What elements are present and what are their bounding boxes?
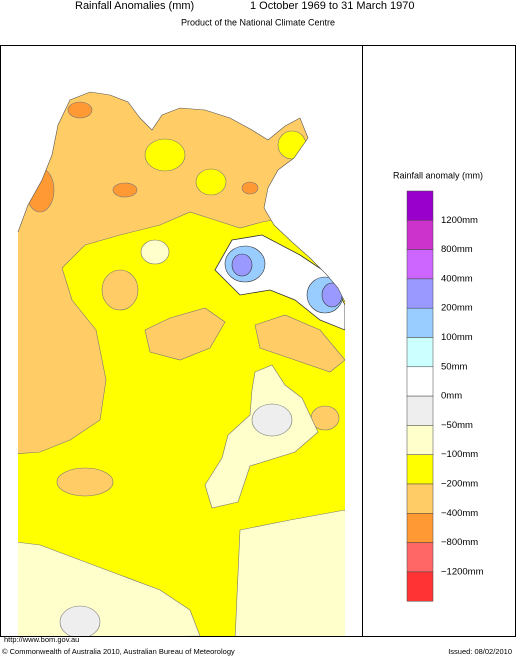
url: http://www.bom.gov.au — [4, 635, 79, 644]
legend-label: 50mm — [441, 361, 467, 372]
legend-swatch — [406, 366, 434, 397]
legend-swatch — [406, 395, 434, 426]
legend-swatch — [406, 483, 434, 514]
legend-label: 1200mm — [441, 215, 478, 226]
legend-swatch — [406, 337, 434, 368]
legend-swatch — [406, 220, 434, 250]
legend-label: 100mm — [441, 332, 473, 343]
legend-label: 400mm — [441, 273, 473, 284]
legend-swatch — [406, 513, 434, 543]
legend-label: −100mm — [441, 449, 478, 460]
period: 1 October 1969 to 31 March 1970 — [250, 0, 415, 12]
legend-swatch — [406, 278, 434, 309]
legend-label: −400mm — [441, 508, 478, 519]
legend-swatch — [406, 307, 434, 338]
legend-swatch — [406, 425, 434, 455]
legend-swatch — [406, 454, 434, 485]
legend-label: −800mm — [441, 537, 478, 548]
title: Rainfall Anomalies (mm) — [75, 0, 194, 12]
legend-label: −200mm — [441, 479, 478, 490]
subtitle: Product of the National Climate Centre — [181, 17, 335, 27]
legend-title: Rainfall anomaly (mm) — [393, 170, 483, 180]
issued: Issued: 08/02/2010 — [448, 647, 512, 656]
coastline — [17, 91, 346, 303]
legend-label: −1200mm — [441, 566, 484, 577]
legend-label: 800mm — [441, 244, 473, 255]
legend-swatch — [406, 571, 434, 602]
legend-label: 0mm — [441, 391, 462, 402]
legend-label: 200mm — [441, 303, 473, 314]
copyright: © Commonwealth of Australia 2010, Austra… — [2, 647, 235, 656]
legend-swatch — [406, 190, 434, 221]
legend-label: −50mm — [441, 420, 473, 431]
legend-swatch — [406, 249, 434, 280]
legend-swatch — [406, 542, 434, 573]
legend: 1200mm 800mm 400mm 200mm 100mm 50mm 0mm −50mm −1… — [406, 190, 484, 602]
map — [18, 92, 345, 636]
